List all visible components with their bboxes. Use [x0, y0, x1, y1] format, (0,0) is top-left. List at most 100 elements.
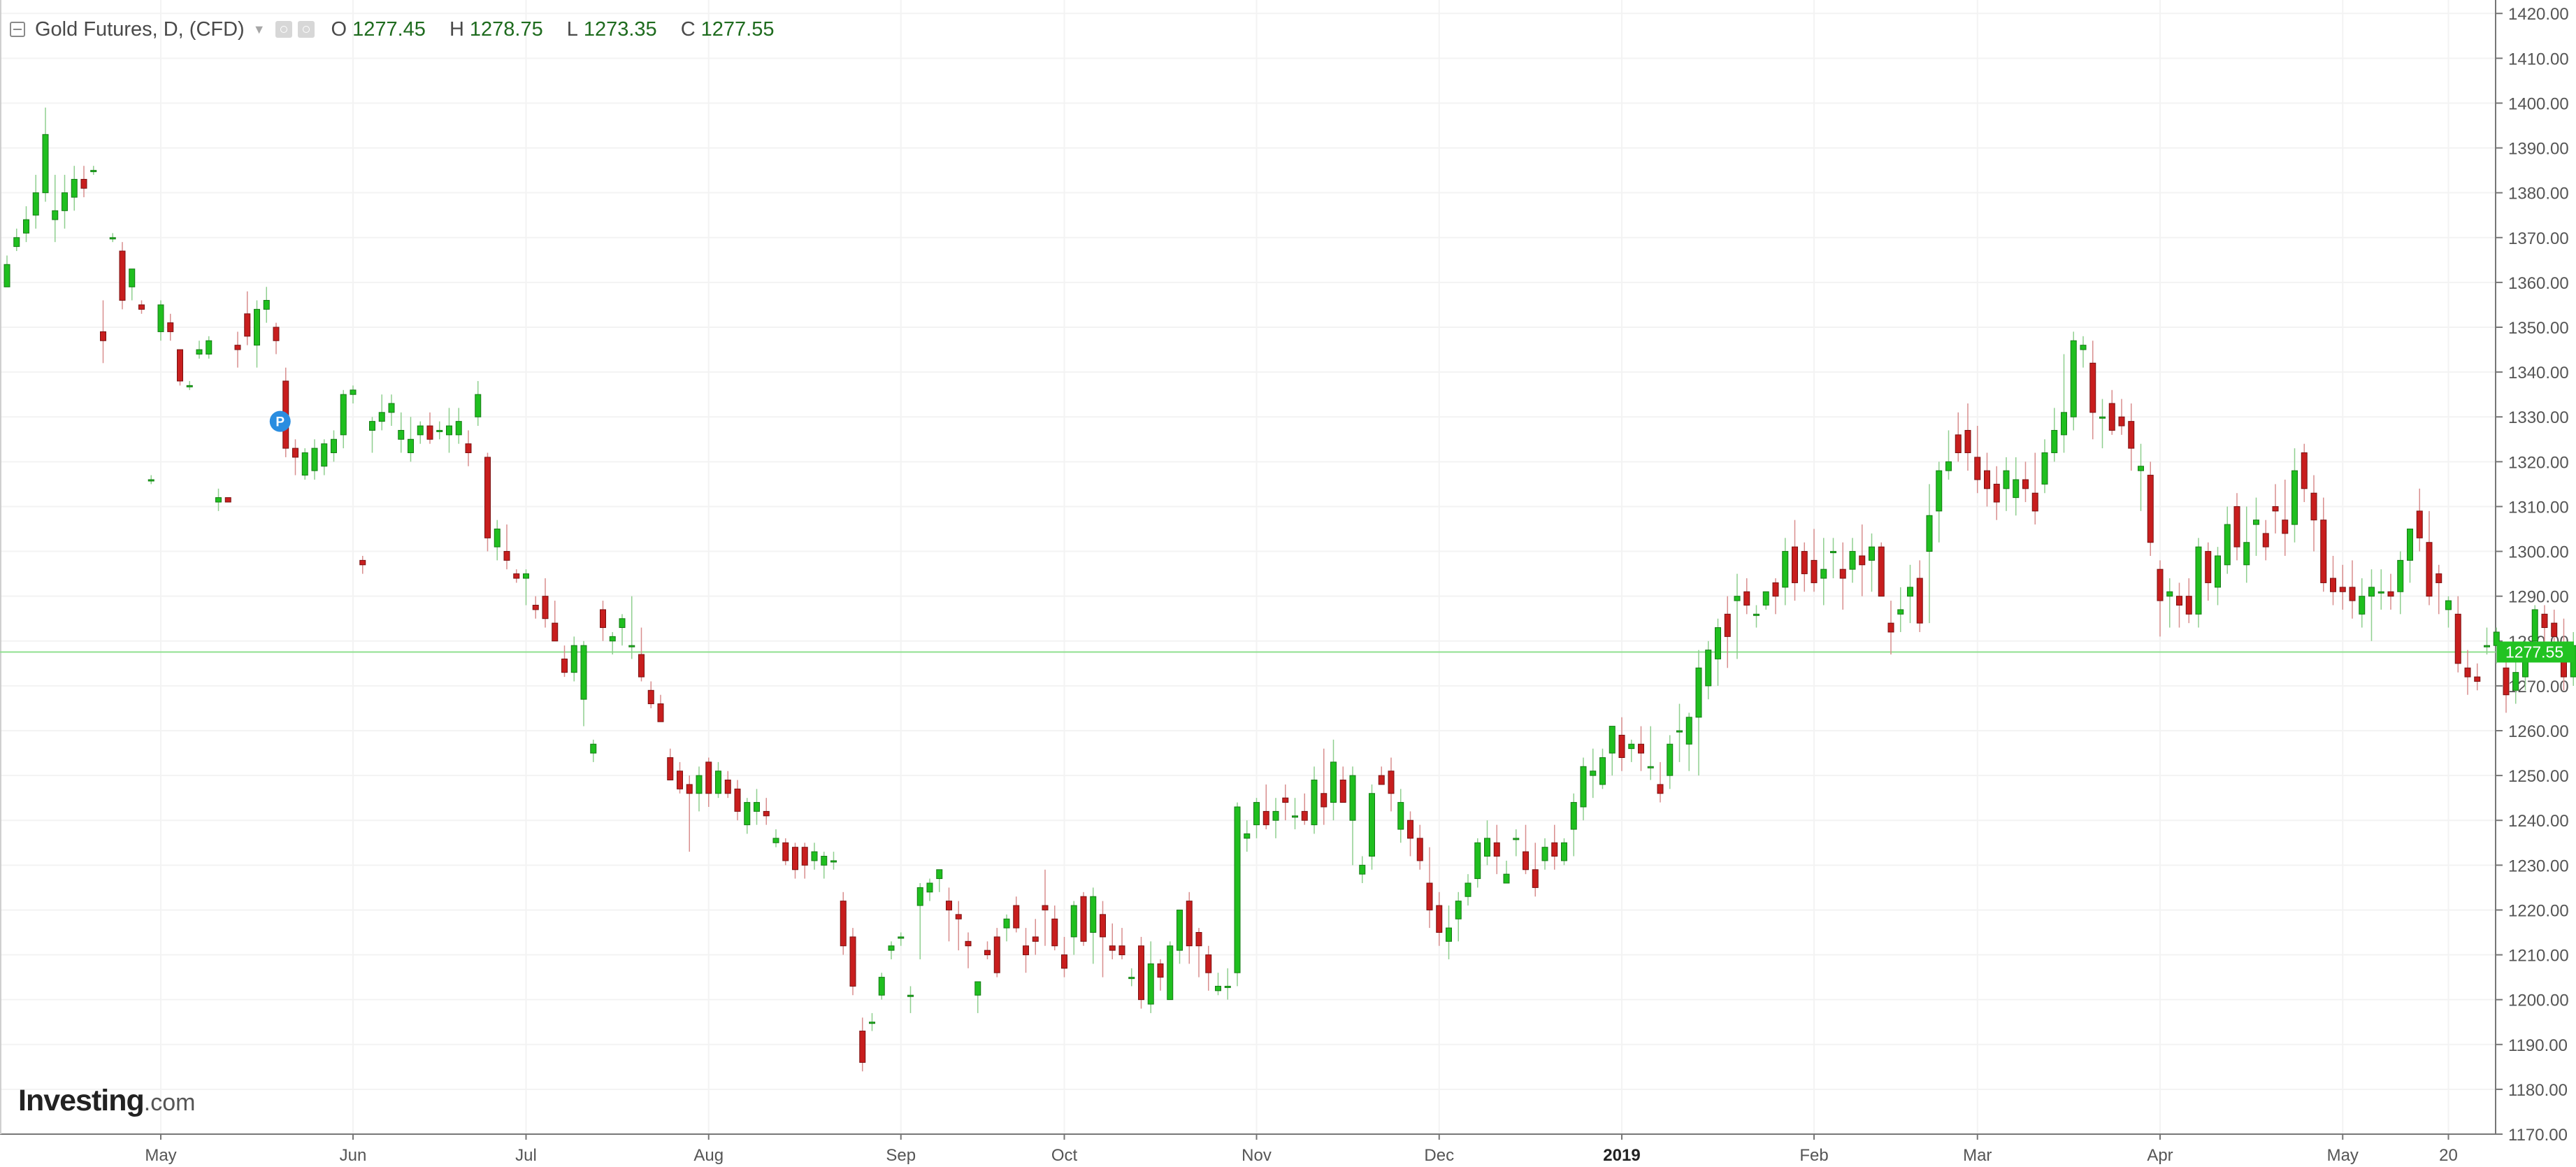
candle-body — [2108, 403, 2115, 431]
candle-body — [138, 304, 145, 310]
candle-body — [1436, 905, 1443, 933]
candle-body — [321, 443, 328, 467]
candle-body — [2397, 559, 2404, 592]
candle-body — [2282, 520, 2289, 534]
candle-body — [647, 689, 654, 705]
candle-body — [936, 869, 943, 880]
collapse-icon[interactable] — [10, 22, 25, 37]
dropdown-caret-icon[interactable]: ▼ — [252, 22, 266, 36]
candle-body — [2551, 622, 2558, 637]
candle-body — [1157, 963, 1164, 978]
last-price-badge — [2497, 641, 2574, 663]
y-tick-label: 1250.00 — [2508, 767, 2569, 786]
candle-body — [215, 497, 222, 503]
candle-body — [1003, 918, 1010, 929]
x-tick-label: Jul — [515, 1146, 537, 1165]
candle-body — [484, 457, 491, 538]
candle-body — [686, 784, 693, 794]
candle-body — [1253, 802, 1260, 826]
x-tick-label: May — [2327, 1146, 2359, 1165]
candle-body — [1792, 546, 1798, 583]
candle-body — [1618, 734, 1625, 758]
candle-body — [301, 452, 308, 476]
candle-body — [1974, 457, 1981, 480]
candle-body — [763, 810, 770, 817]
legend-high-label: H — [449, 17, 464, 41]
candle-body — [898, 936, 905, 939]
candle-body — [331, 438, 337, 454]
y-tick-label: 1380.00 — [2508, 185, 2569, 203]
candle-body — [1484, 838, 1490, 857]
candle-body — [90, 170, 97, 173]
candle-body — [1820, 568, 1827, 579]
settings-icon[interactable] — [275, 21, 292, 38]
candle-body — [254, 308, 260, 346]
candle-body — [1945, 461, 1952, 471]
candle-body — [2138, 466, 2144, 471]
candle-body — [1916, 578, 1923, 624]
y-tick-label: 1320.00 — [2508, 453, 2569, 472]
candle-body — [1359, 864, 1366, 875]
legend-close-label: C — [680, 17, 696, 41]
x-tick-label: Aug — [693, 1146, 724, 1165]
candle-body — [292, 448, 298, 458]
candle-body — [1685, 717, 1692, 745]
candle-body — [907, 994, 914, 997]
y-tick-label: 1370.00 — [2508, 229, 2569, 248]
candle-body — [2070, 340, 2077, 417]
y-tick-label: 1170.00 — [2508, 1126, 2568, 1145]
x-tick-label: Apr — [2147, 1146, 2173, 1165]
candle-body — [2416, 510, 2423, 538]
candle-body — [1474, 842, 1481, 880]
candle-body — [129, 269, 136, 287]
candle-body — [1743, 591, 1750, 606]
candle-body — [196, 349, 203, 355]
x-tick-label: Oct — [1051, 1146, 1078, 1165]
candle-body — [2147, 475, 2154, 543]
candle-body — [1138, 945, 1144, 1001]
candle-body — [1205, 954, 1212, 973]
candle-body — [542, 596, 549, 620]
candle-body — [1378, 775, 1385, 785]
visibility-icon[interactable] — [297, 21, 315, 38]
candle-body — [109, 237, 116, 240]
candle-body — [2531, 609, 2538, 642]
candle-body — [1955, 434, 1962, 454]
candle-body — [2464, 667, 2471, 678]
candle-body — [811, 851, 818, 861]
candle-body — [1513, 838, 1520, 840]
candle-body — [1493, 842, 1500, 857]
candle-body — [2301, 452, 2308, 489]
candle-body — [1551, 842, 1558, 857]
candle-body — [23, 219, 29, 234]
candle-body — [993, 936, 1000, 973]
candle-body — [1109, 945, 1116, 951]
candle-body — [2368, 587, 2375, 597]
candle-body — [42, 134, 49, 194]
candle-body — [426, 425, 433, 440]
candle-body — [32, 192, 39, 216]
candle-body — [475, 394, 482, 417]
candle-body — [503, 551, 510, 561]
candle-body — [1177, 909, 1183, 951]
candle-body — [1523, 851, 1529, 871]
candle-body — [446, 425, 452, 436]
legend-open-label: O — [331, 17, 347, 41]
candle-body — [13, 237, 20, 248]
candle-body — [2484, 645, 2490, 647]
y-tick-label: 1300.00 — [2508, 543, 2569, 562]
candle-body — [1609, 726, 1616, 754]
candle-body — [398, 429, 405, 440]
x-tick-label: Mar — [1963, 1146, 1992, 1165]
candle-body — [1042, 905, 1049, 910]
chart-legend: Gold Futures, D, (CFD) ▼ O 1277.45 H 1278.… — [10, 13, 786, 46]
candle-body — [1570, 802, 1577, 830]
candle-body — [1590, 771, 1597, 776]
candle-body — [2435, 573, 2442, 583]
candle-body — [1013, 905, 1020, 929]
candle-body — [2454, 613, 2461, 664]
candle-body — [1397, 802, 1404, 830]
y-tick-label: 1230.00 — [2508, 857, 2569, 875]
